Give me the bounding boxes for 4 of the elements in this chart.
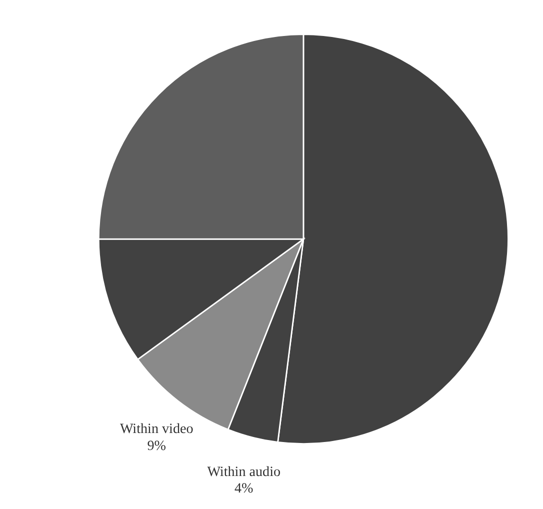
slice-label: Within audio bbox=[207, 464, 281, 480]
data-label: 9% bbox=[147, 438, 166, 454]
data-label: 4% bbox=[234, 480, 254, 497]
slice-label: Within video bbox=[120, 421, 194, 438]
